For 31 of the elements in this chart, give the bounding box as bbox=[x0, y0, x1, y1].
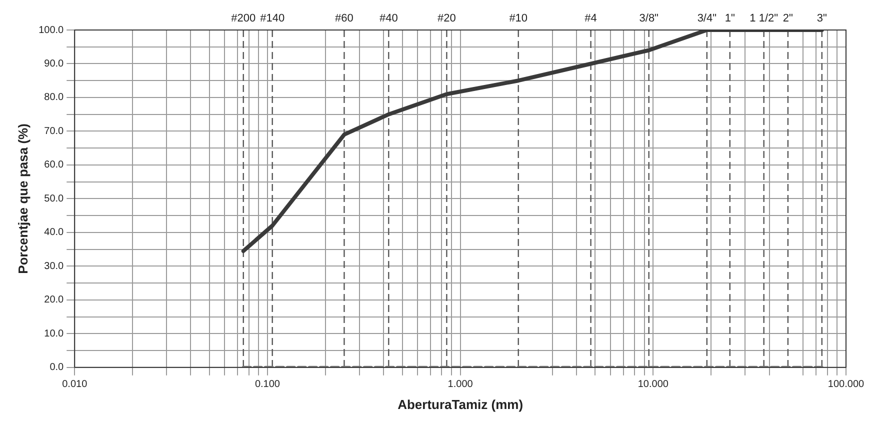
y-tick-label: 70.0 bbox=[44, 126, 64, 137]
annotation: 3" bbox=[816, 12, 828, 25]
y-tick-label: 80.0 bbox=[44, 92, 64, 104]
annotation: #60 bbox=[335, 12, 354, 25]
x-tick-label: 10.000 bbox=[638, 379, 669, 390]
y-tick-label: 0.0 bbox=[50, 362, 64, 374]
y-tick-label: 90.0 bbox=[44, 58, 64, 70]
x-tick-label: 0.100 bbox=[254, 379, 280, 390]
annotation: 2" bbox=[782, 12, 794, 25]
annotation: 1 1/2" bbox=[750, 12, 778, 25]
annotation: 3/4" bbox=[697, 12, 717, 25]
y-tick-label: 40.0 bbox=[44, 227, 64, 238]
annotation: #40 bbox=[379, 12, 398, 25]
annotation: 3/8" bbox=[639, 12, 659, 25]
y-tick-label: 100.0 bbox=[38, 24, 64, 36]
x-tick-label: 100.000 bbox=[828, 379, 865, 390]
y-tick-label: 20.0 bbox=[44, 294, 64, 306]
y-tick-label: 50.0 bbox=[44, 193, 64, 204]
annotation: #200 bbox=[231, 12, 256, 25]
x-tick-label: 0.010 bbox=[62, 379, 88, 390]
annotation: #10 bbox=[509, 12, 528, 25]
annotation: 1" bbox=[724, 12, 735, 25]
annotation: #20 bbox=[438, 12, 456, 25]
y-tick-label: 30.0 bbox=[44, 260, 64, 272]
y-tick-label: 60.0 bbox=[44, 160, 64, 171]
x-tick-label: 1.000 bbox=[448, 379, 474, 390]
x-axis-title: AberturaTamiz (mm) bbox=[398, 396, 524, 412]
annotation: #140 bbox=[260, 12, 285, 25]
y-tick-label: 10.0 bbox=[44, 328, 64, 340]
annotation: #4 bbox=[584, 12, 597, 25]
y-axis-title: Porcentjae que pasa (%) bbox=[15, 124, 30, 274]
